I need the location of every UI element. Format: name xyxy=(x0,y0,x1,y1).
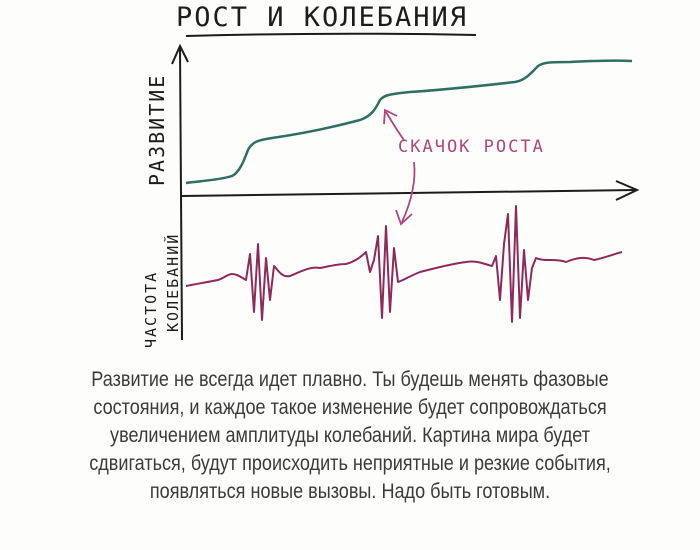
annotation-arrow-down-head xyxy=(395,209,413,226)
annotation-arrow-up-head xyxy=(383,108,398,125)
caption-paragraph: Развитие не всегда идет плавно. Ты будеш… xyxy=(83,366,616,506)
vertical-axis xyxy=(179,47,183,341)
caption-line: увеличением амплитуды колебаний. Картина… xyxy=(110,424,590,447)
horizontal-axis xyxy=(181,189,637,197)
horizontal-axis-arrowhead xyxy=(615,180,640,201)
oscillation-axis-label-line2: КОЛЕБАНИЙ xyxy=(163,233,182,332)
growth-jump-annotation: СКАЧОК РОСТА xyxy=(398,137,545,157)
caption-line: состояния, и каждое такое изменение буде… xyxy=(93,396,607,419)
annotation-arrow-down xyxy=(401,161,416,223)
sketch-diagram: РОСТ И КОЛЕБАНИЯ РАЗВИТИЕ ЧАСТОТА КОЛЕБА… xyxy=(142,2,640,348)
caption-line: появляться новые вызовы. Надо быть готов… xyxy=(149,480,551,503)
oscillation-curve xyxy=(185,205,623,323)
caption-line: сдвигаться, будут происходить неприятные… xyxy=(89,452,611,475)
caption-line: Развитие не всегда идет плавно. Ты будеш… xyxy=(91,368,609,391)
title-underline xyxy=(185,32,477,37)
growth-curve xyxy=(185,59,633,185)
diagram-title: РОСТ И КОЛЕБАНИЯ xyxy=(176,2,468,33)
annotation-arrow-up xyxy=(385,111,405,141)
vertical-axis-arrowhead xyxy=(171,43,189,65)
growth-axis-label: РАЗВИТИЕ xyxy=(145,74,169,186)
oscillation-axis-label-line1: ЧАСТОТА xyxy=(142,271,160,348)
